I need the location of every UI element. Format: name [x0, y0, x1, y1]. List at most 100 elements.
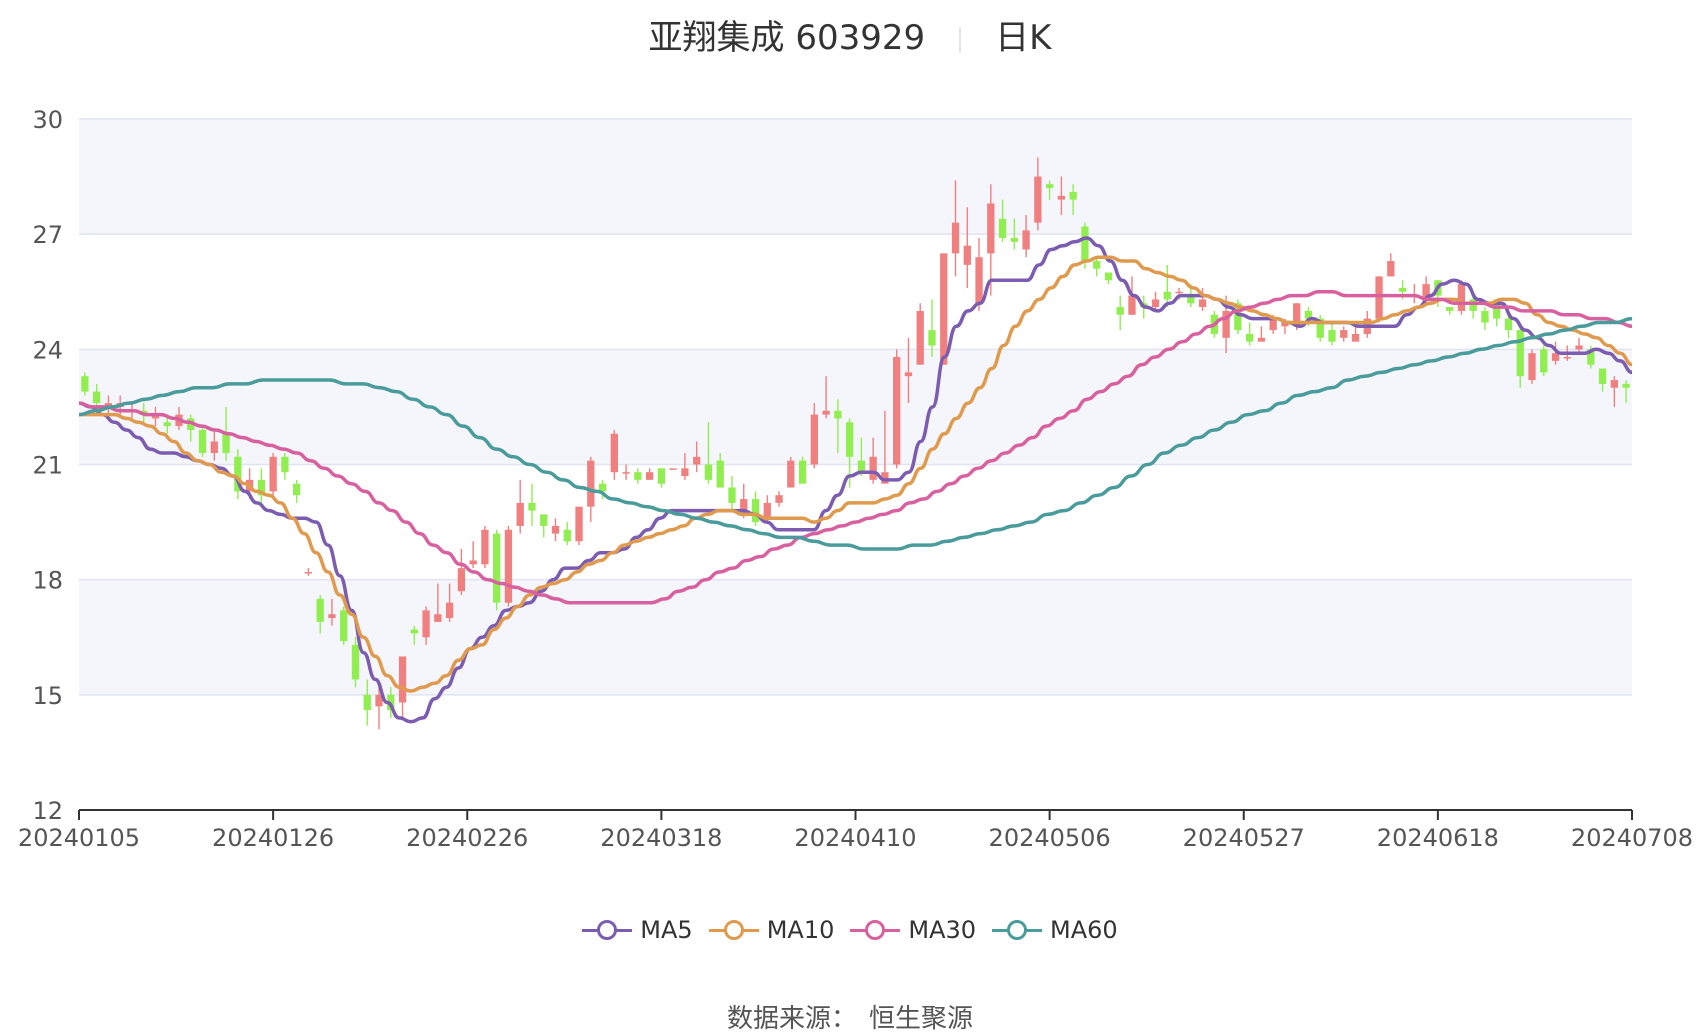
- background-band: [79, 349, 1632, 465]
- candle: [1445, 307, 1454, 315]
- candle: [1316, 314, 1324, 342]
- ma-line-ma60: [78, 316, 1633, 551]
- candle: [493, 529, 501, 611]
- candle-body: [1575, 345, 1583, 350]
- candle: [1551, 341, 1560, 365]
- candle-body: [1340, 330, 1348, 338]
- candle: [1351, 326, 1360, 342]
- candle-body: [481, 529, 489, 565]
- candle-body: [1281, 322, 1289, 327]
- candle-body: [1598, 368, 1607, 384]
- candle-body: [963, 245, 971, 265]
- candle: [610, 429, 618, 480]
- candle-body: [1528, 353, 1536, 381]
- candle: [234, 449, 242, 500]
- candle-body: [1034, 176, 1042, 223]
- candle-body: [881, 472, 889, 484]
- x-tick-label: 20240410: [794, 824, 916, 852]
- candle: [1622, 380, 1630, 404]
- legend-item-ma10[interactable]: MA10: [708, 916, 835, 944]
- candle: [1104, 272, 1113, 285]
- x-tick-label: 20240318: [600, 824, 722, 852]
- legend-label: MA10: [766, 916, 835, 944]
- candle: [1387, 253, 1395, 277]
- candle-body: [869, 456, 877, 480]
- candle-body: [1328, 330, 1336, 342]
- candle-body: [269, 456, 277, 492]
- gridlines: [79, 118, 1632, 696]
- candle: [1528, 349, 1536, 384]
- candle: [257, 468, 266, 507]
- candle: [1245, 322, 1254, 346]
- candle-body: [622, 472, 630, 474]
- candle-body: [1445, 307, 1454, 311]
- y-tick-label: 30: [32, 106, 63, 134]
- candle-body: [610, 433, 618, 473]
- legend-marker: [597, 920, 618, 940]
- candle-body: [657, 468, 666, 484]
- candle: [1516, 326, 1524, 388]
- candle: [457, 548, 466, 596]
- candle: [281, 452, 289, 480]
- candle-body: [598, 483, 607, 492]
- candle: [210, 429, 218, 461]
- candle: [340, 606, 348, 645]
- candle-body: [1093, 261, 1101, 269]
- candle: [304, 568, 313, 576]
- candle-body: [410, 629, 418, 634]
- candlesticks: [81, 157, 1630, 730]
- candle-body: [222, 433, 230, 453]
- candle-body: [987, 203, 995, 254]
- candle: [963, 207, 971, 288]
- candle-body: [210, 441, 218, 453]
- candle-body: [751, 499, 760, 523]
- legend-swatch: [708, 918, 759, 942]
- candle-body: [975, 257, 983, 304]
- candle: [1010, 218, 1018, 250]
- x-tick-label: 20240527: [1183, 824, 1305, 852]
- candle-body: [704, 464, 713, 480]
- ma-line-ma5: [78, 236, 1633, 724]
- y-axis: 12 15 18 21 24 27 30: [32, 106, 63, 825]
- y-tick-label: 15: [32, 682, 63, 710]
- candle-body: [951, 222, 960, 254]
- candle: [363, 679, 371, 726]
- candle-body: [1116, 307, 1124, 315]
- candle-body: [528, 502, 536, 511]
- candle: [1598, 368, 1607, 392]
- candle-body: [1469, 299, 1477, 311]
- candle: [634, 468, 642, 484]
- candle-body: [1422, 284, 1430, 300]
- candle: [998, 199, 1007, 242]
- candle: [645, 468, 654, 480]
- legend-item-ma30[interactable]: MA30: [850, 916, 976, 944]
- candle: [104, 395, 113, 415]
- x-tick-label: 20240708: [1571, 824, 1693, 852]
- candle-body: [163, 422, 171, 427]
- candle-body: [940, 253, 948, 365]
- candle: [575, 506, 583, 546]
- candle-body: [740, 499, 748, 515]
- candle: [728, 476, 736, 511]
- candle: [151, 406, 160, 427]
- candle-body: [351, 644, 360, 680]
- candle-body: [293, 483, 301, 496]
- candle-body: [422, 610, 430, 638]
- legend-label: MA30: [908, 916, 977, 944]
- candle-body: [1081, 226, 1089, 262]
- candle: [787, 456, 795, 488]
- legend-item-ma60[interactable]: MA60: [992, 916, 1118, 944]
- candle-body: [1304, 310, 1313, 319]
- candle-body: [1045, 184, 1054, 189]
- period-label: 日K: [995, 18, 1052, 58]
- candle-body: [504, 529, 513, 603]
- candle: [563, 522, 571, 546]
- legend-item-ma5[interactable]: MA5: [582, 916, 693, 944]
- candle: [704, 422, 713, 484]
- legend-label: MA5: [640, 916, 693, 944]
- candle-body: [457, 568, 466, 592]
- candle-body: [810, 414, 818, 465]
- background-band: [79, 579, 1632, 695]
- candle: [1022, 214, 1030, 258]
- candle: [1610, 376, 1618, 407]
